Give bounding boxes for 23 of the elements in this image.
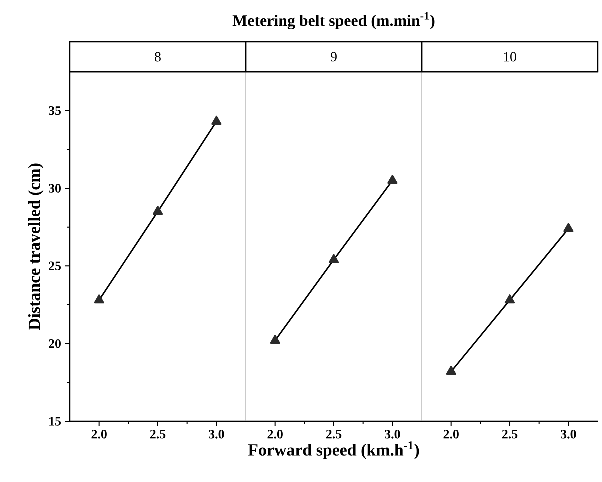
x-tick-label: 2.5: [150, 430, 166, 439]
chart-title: 9: [330, 52, 337, 62]
x-tick-label: 2.0: [444, 430, 459, 439]
x-axis-title: Forward speed (km.h$^{-1}$): [248, 442, 420, 460]
chart-title: 8: [155, 52, 161, 62]
y-tick-label: 15: [50, 417, 62, 426]
y-tick-label: 30: [49, 184, 61, 193]
x-tick-label: 3.0: [385, 430, 400, 439]
y-tick-label: 25: [49, 262, 62, 271]
text: Metering belt speed (m.min$^{-1}$): [232, 12, 435, 30]
x-tick-label: 2.5: [502, 430, 518, 439]
x-tick-label: 2.0: [92, 430, 107, 439]
y-tick-label: 35: [49, 106, 62, 116]
point: [212, 116, 222, 125]
chart-title: 10: [504, 52, 516, 62]
point: [152, 206, 164, 216]
x-tick-label: 2.0: [268, 430, 283, 439]
y-tick-label: 20: [49, 339, 61, 348]
y-axis-title: Distance travelled (cm): [28, 164, 44, 330]
point: [94, 294, 104, 304]
x-tick-label: 3.0: [209, 430, 224, 439]
x-tick-label: 2.5: [326, 430, 342, 439]
x-tick-label: 3.0: [561, 430, 576, 439]
